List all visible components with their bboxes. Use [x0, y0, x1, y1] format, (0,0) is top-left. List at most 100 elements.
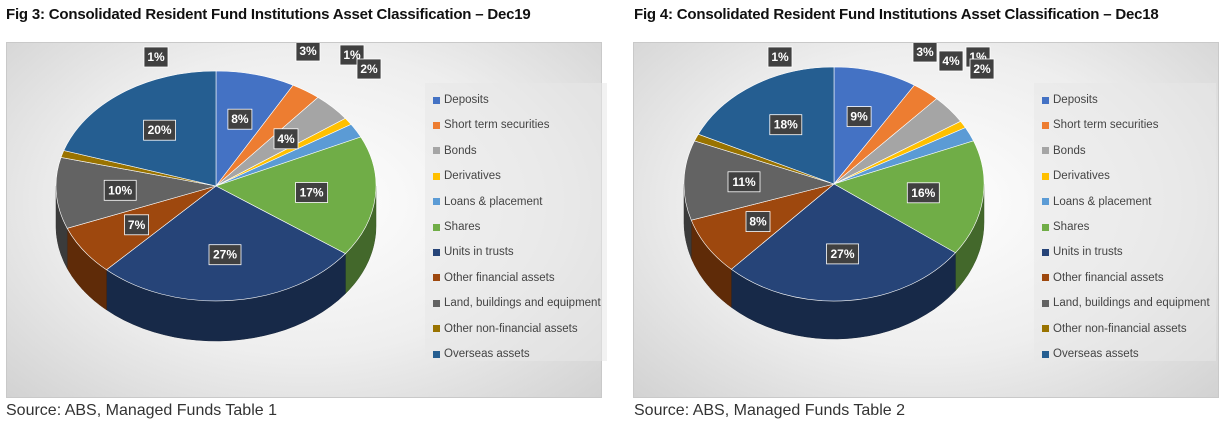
legend-item-units-in-trusts: Units in trusts [1042, 243, 1123, 261]
data-label-shares: 16% [911, 186, 935, 200]
legend-label: Derivatives [444, 170, 501, 183]
legend-item-shares: Shares [433, 218, 480, 236]
legend-swatch [433, 172, 440, 180]
legend-item-shares: Shares [1042, 218, 1089, 236]
data-label-box [769, 114, 803, 136]
legend-label: Short term securities [1053, 119, 1159, 132]
data-label-overseas-assets: 20% [148, 123, 172, 137]
data-label-loans-and-placement: 2% [360, 62, 378, 76]
legend-swatch [433, 223, 440, 231]
legend-label: Shares [444, 221, 481, 233]
legend-label: Units in trusts [1053, 246, 1123, 259]
legend-swatch [1042, 299, 1049, 307]
legend-item-units-in-trusts: Units in trusts [433, 243, 514, 261]
data-label-box [295, 43, 321, 62]
data-label-box [938, 50, 964, 72]
source-note: Source: ABS, Managed Funds Table 2 [634, 402, 905, 419]
pie-slice-units-in-trusts [730, 183, 956, 302]
data-label-box [745, 211, 771, 233]
legend-item-derivatives: Derivatives [1042, 167, 1110, 185]
data-label-box [124, 214, 149, 236]
legend-item-land-buildings-and-equipment: Land, buildings and equipment [433, 294, 601, 312]
chart-area: 9% 3% 4% 1% 2% 16% 27% 8% 11% 1% 18% Deposits Short… [633, 42, 1219, 398]
data-label-derivatives: 1% [343, 48, 361, 62]
legend-label: Other non-financial assets [444, 322, 578, 335]
legend: Deposits Short term securities Bonds Deriva… [425, 83, 607, 361]
data-label-loans-and-placement: 2% [973, 62, 991, 76]
data-label-land-buildings-and-equipment: 10% [108, 183, 132, 197]
pie-chart: 8%3%4%1%2%17%27%7%10%1%20% [55, 43, 382, 342]
legend-swatch [1042, 96, 1049, 104]
legend-item-overseas-assets: Overseas assets [433, 345, 530, 363]
data-label-deposits: 9% [850, 110, 868, 124]
legend-label: Overseas assets [1053, 348, 1139, 360]
pie-depth [55, 185, 377, 342]
data-label-other-non-financial-assets: 1% [147, 50, 165, 64]
legend-item-short-term-securities: Short term securities [1042, 116, 1158, 134]
pie-chart: 9%3%4% 1%2%16%27%8%11%1%18% [683, 43, 995, 340]
data-label-box [208, 244, 242, 266]
legend-item-short-term-securities: Short term securities [433, 116, 549, 134]
legend: Deposits Short term securities Bonds Deriva… [1034, 83, 1216, 361]
data-labels: 9%3%4% 1%2%16%27%8%11%1%18% [727, 43, 995, 265]
data-label-land-buildings-and-equipment: 11% [732, 175, 756, 189]
legend-swatch [1042, 325, 1049, 333]
data-labels: 8%3%4%1%2%17%27%7%10%1%20% [103, 43, 382, 266]
data-label-short-term-securities: 3% [299, 44, 317, 58]
legend-item-other-non-financial-assets: Other non-financial assets [1042, 320, 1187, 338]
legend-item-other-financial-assets: Other financial assets [1042, 269, 1164, 287]
data-label-other-non-financial-assets: 1% [771, 50, 789, 64]
legend-label: Loans & placement [1053, 195, 1152, 208]
legend-label: Loans & placement [444, 195, 543, 208]
legend-swatch [433, 325, 440, 333]
legend-item-loans-and-placement: Loans & placement [1042, 193, 1151, 211]
legend-item-land-buildings-and-equipment: Land, buildings and equipment [1042, 294, 1210, 312]
legend-swatch [433, 274, 440, 282]
legend-label: Other financial assets [1053, 271, 1164, 284]
legend-swatch [1042, 274, 1049, 282]
legend-swatch [1042, 223, 1049, 231]
pie-slice-deposits [833, 66, 915, 185]
legend-item-deposits: Deposits [1042, 91, 1098, 109]
data-label-units-in-trusts: 27% [830, 247, 854, 261]
data-label-box [143, 119, 177, 141]
legend-item-deposits: Deposits [433, 91, 489, 109]
data-label-box [295, 182, 329, 203]
data-label-other-financial-assets: 8% [749, 215, 767, 229]
chart-title: Fig 3: Consolidated Resident Fund Instit… [6, 6, 531, 23]
data-label-short-term-securities: 3% [916, 45, 934, 59]
pie-slice-units-in-trusts [105, 185, 346, 302]
data-label-box [356, 58, 382, 80]
legend-swatch [433, 121, 440, 129]
legend-label: Deposits [1053, 94, 1098, 106]
data-label-box [103, 179, 137, 201]
legend-swatch [433, 248, 440, 256]
legend-swatch [433, 147, 440, 155]
data-label-units-in-trusts: 27% [213, 248, 237, 262]
pie-slice-overseas-assets [63, 70, 217, 187]
legend-label: Other non-financial assets [1053, 322, 1187, 335]
chart-title: Fig 4: Consolidated Resident Fund Instit… [634, 6, 1159, 23]
legend-label: Units in trusts [444, 246, 514, 259]
pie-slice-overseas-assets [697, 66, 835, 185]
legend-item-bonds: Bonds [433, 142, 477, 160]
legend-swatch [1042, 172, 1049, 180]
pie-depth [683, 183, 985, 340]
legend-item-overseas-assets: Overseas assets [1042, 345, 1139, 363]
legend-label: Overseas assets [444, 348, 530, 360]
data-label-overseas-assets: 18% [774, 118, 798, 132]
legend-label: Derivatives [1053, 170, 1110, 183]
data-label-box [912, 43, 938, 63]
legend-swatch [433, 96, 440, 104]
legend-swatch [433, 198, 440, 206]
chart-area: 8% 3% 4% 1% 2% 17% 27% 7% 10% 1% 20% Deposits Short… [6, 42, 607, 398]
data-label-box [767, 46, 793, 68]
data-label-box [143, 46, 169, 68]
legend-item-other-financial-assets: Other financial assets [433, 269, 555, 287]
legend-swatch [1042, 350, 1049, 358]
legend-label: Short term securities [444, 119, 550, 132]
legend-label: Shares [1053, 221, 1090, 233]
data-label-other-financial-assets: 7% [128, 218, 146, 232]
data-label-shares: 17% [300, 186, 324, 200]
data-label-box [826, 243, 859, 265]
